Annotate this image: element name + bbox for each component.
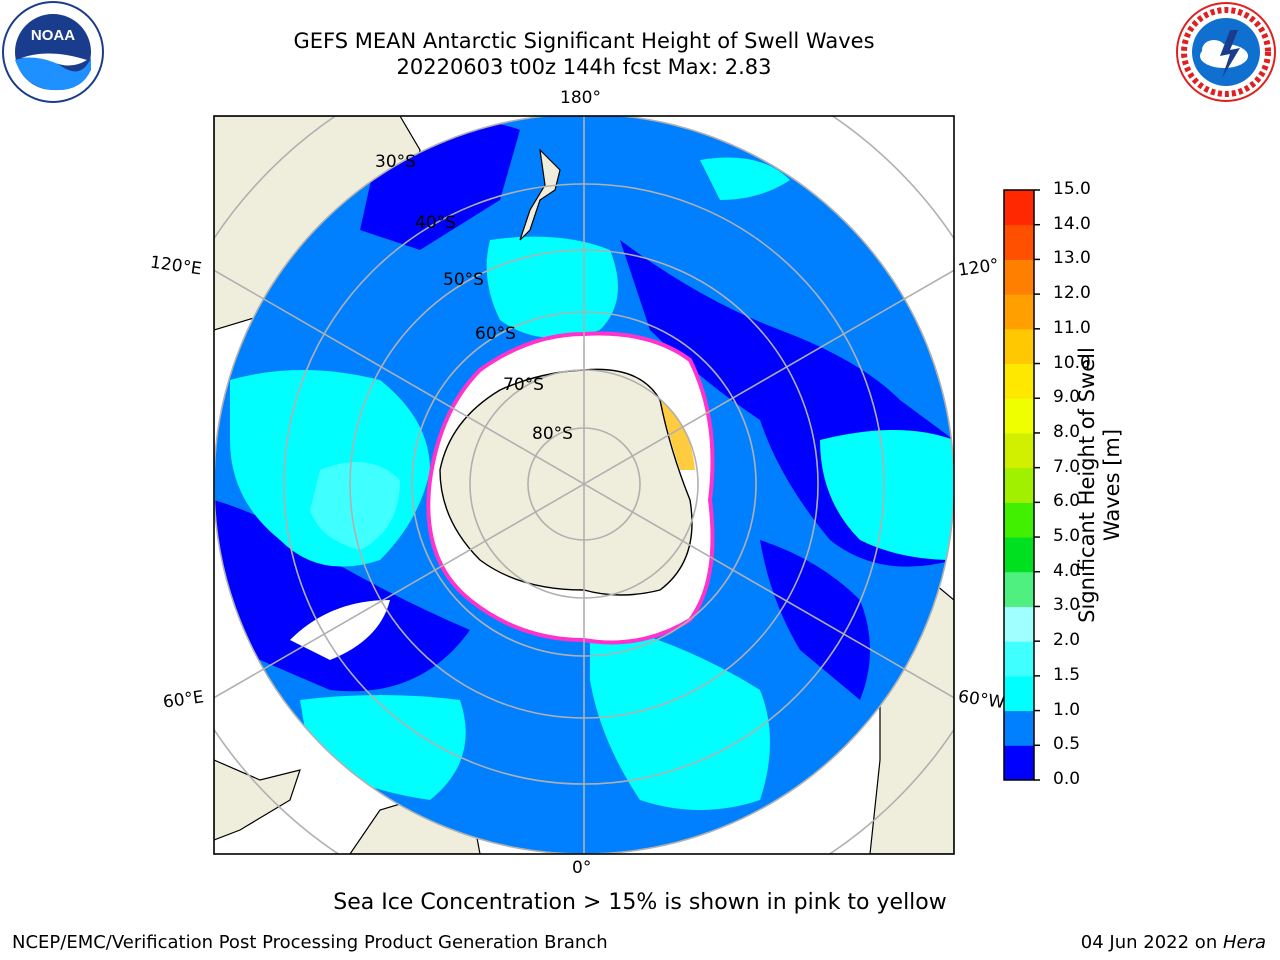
lat-label-50s: 50°S (443, 270, 484, 290)
colorbar-tick-label: 0.0 (1053, 769, 1081, 789)
colorbar-segment (1004, 537, 1034, 573)
colorbar-segment (1004, 502, 1034, 538)
graticule (214, 116, 954, 854)
colorbar-label-line2: Waves [m] (1100, 428, 1124, 542)
lon-label-180: 180° (560, 88, 601, 108)
colorbar-segment (1004, 398, 1034, 434)
colorbar-segment (1004, 571, 1034, 607)
colorbar-tick-label: 1.5 (1053, 664, 1081, 685)
plot-title: GEFS MEAN Antarctic Significant Height o… (293, 29, 875, 53)
new-zealand-land (519, 148, 561, 241)
nws-logo (1176, 2, 1276, 102)
colorbar-tick-label: 12.0 (1053, 283, 1091, 304)
sea-ice-note: Sea Ice Concentration > 15% is shown in … (333, 890, 947, 915)
footer-date: 04 Jun 2022 on Hera (1081, 932, 1266, 953)
madagascar-land (214, 759, 301, 841)
colorbar-tick-label: 15.0 (1053, 179, 1091, 199)
colorbar-segment (1004, 259, 1034, 295)
footer-branch: NCEP/EMC/Verification Post Processing Pr… (12, 932, 608, 953)
colorbar-tick-label: 2.0 (1053, 630, 1081, 651)
colorbar-tick-label: 3.0 (1053, 595, 1081, 616)
lat-label-60s: 60°S (475, 324, 516, 344)
colorbar-tick-label: 6.0 (1053, 491, 1081, 512)
colorbar-tick-label: 5.0 (1053, 526, 1081, 547)
colorbar-segment (1004, 675, 1034, 712)
colorbar-tick-label: 11.0 (1053, 317, 1091, 338)
colorbar-label-line1: Significant Height of Swell (1075, 347, 1099, 623)
colorbar-tick-label: 0.5 (1053, 734, 1081, 755)
lat-label-40s: 40°S (415, 213, 456, 233)
colorbar-segment (1004, 224, 1034, 260)
plot-subtitle: 20220603 t00z 144h fcst Max: 2.83 (396, 55, 772, 79)
colorbar-segment (1004, 190, 1034, 226)
colorbar-tick-label: 10.0 (1053, 352, 1091, 373)
lat-label-80s: 80°S (532, 424, 573, 444)
colorbar-segment (1004, 467, 1034, 503)
colorbar-tick-label: 9.0 (1053, 387, 1081, 408)
colorbar-tick-label: 14.0 (1053, 213, 1091, 234)
colorbar-segment (1004, 294, 1034, 330)
colorbar-tick-label: 13.0 (1053, 248, 1091, 269)
colorbar-segment (1004, 432, 1034, 469)
colorbar-segment (1004, 606, 1034, 642)
noaa-logo: NOAA (2, 1, 104, 103)
colorbar-segment (1004, 745, 1034, 781)
colorbar-segment (1004, 710, 1034, 746)
lon-label-0: 0° (572, 858, 592, 878)
colorbar-segment (1004, 363, 1034, 399)
colorbar-tick-label: 7.0 (1053, 456, 1081, 477)
colorbar-tick-label: 1.0 (1053, 699, 1081, 720)
colorbar-tick-label: 4.0 (1053, 560, 1081, 581)
colorbar-segment (1004, 641, 1034, 677)
noaa-logo-text: NOAA (31, 27, 75, 44)
footer-date-text: 04 Jun 2022 on (1080, 932, 1223, 953)
colorbar-tick-label: 8.0 (1053, 421, 1081, 442)
lat-label-30s: 30°S (375, 152, 416, 172)
colorbar-segment (1004, 328, 1034, 365)
lat-label-70s: 70°S (503, 375, 544, 395)
footer-host: Hera (1222, 932, 1266, 953)
colorbar (1003, 189, 1040, 781)
